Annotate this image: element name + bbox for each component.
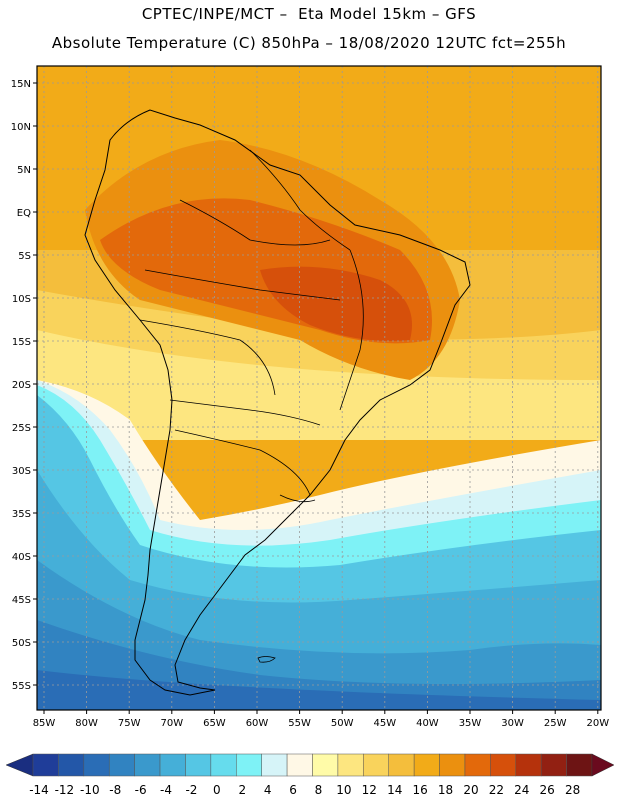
lon-label: 45W (373, 718, 396, 729)
legend-label: 26 (540, 783, 555, 797)
legend-label: 4 (264, 783, 272, 797)
lon-label: 80W (75, 718, 98, 729)
lon-label: 75W (118, 718, 141, 729)
legend-swatch (58, 753, 85, 777)
legend-label: 24 (514, 783, 529, 797)
lat-label: 45S (12, 595, 31, 606)
temperature-field (37, 66, 601, 710)
lat-label: 50S (12, 638, 31, 649)
legend-swatch (312, 753, 339, 777)
lat-label: EQ (17, 208, 31, 219)
legend-swatch (83, 753, 110, 777)
legend-label: 18 (438, 783, 453, 797)
lon-label: 20W (586, 718, 609, 729)
legend-arrow-low (5, 753, 34, 777)
legend-swatch (464, 753, 491, 777)
lon-label: 85W (33, 718, 56, 729)
latitude-labels: 15N 10N 5N EQ 5S 10S 15S 20S 25S 30S 35S 40S 45S 50S 5… (11, 79, 37, 692)
legend-label: -6 (135, 783, 147, 797)
lat-label: 5S (18, 251, 31, 262)
lon-label: 35W (459, 718, 482, 729)
legend-label: 20 (463, 783, 478, 797)
legend-swatch (540, 753, 567, 777)
legend-label: 28 (565, 783, 580, 797)
legend-swatch (490, 753, 517, 777)
lon-label: 70W (160, 718, 183, 729)
lat-label: 25S (12, 423, 31, 434)
lon-label: 65W (203, 718, 226, 729)
legend-label: -10 (80, 783, 100, 797)
map-frame (36, 65, 602, 711)
legend-arrow-high (591, 753, 615, 777)
legend-label: 6 (289, 783, 297, 797)
lon-label: 30W (501, 718, 524, 729)
legend-label: 14 (387, 783, 402, 797)
legend-swatch (566, 753, 593, 777)
lon-label: 55W (288, 718, 311, 729)
lon-label: 60W (246, 718, 269, 729)
lon-label: 40W (416, 718, 439, 729)
legend-label: 2 (238, 783, 246, 797)
legend-label: 10 (336, 783, 351, 797)
lon-label: 50W (331, 718, 354, 729)
lat-label: 40S (12, 552, 31, 563)
legend-swatch (32, 753, 59, 777)
falkland-islands (257, 656, 276, 663)
legend-swatch (159, 753, 186, 777)
lat-label: 10S (12, 294, 31, 305)
legend-swatch (236, 753, 262, 777)
legend-label: -14 (29, 783, 49, 797)
lat-label: 15N (11, 79, 31, 90)
legend-swatch (439, 753, 466, 777)
title-line-2: Absolute Temperature (C) 850hPa – 18/08/… (51, 34, 567, 52)
title-line-1: CPTEC/INPE/MCT – Eta Model 15km – GFS (141, 5, 477, 23)
temperature-map: 15N 10N 5N EQ 5S 10S 15S 20S 25S 30S 35S 40S 45S 50S 5… (11, 65, 609, 729)
legend-swatch (185, 753, 212, 777)
legend-label: 8 (315, 783, 323, 797)
lat-label: 35S (12, 509, 31, 520)
country-borders (139, 149, 364, 503)
legend-label: -4 (160, 783, 172, 797)
legend-label: 22 (489, 783, 504, 797)
legend-swatch (134, 753, 161, 777)
legend-label: -2 (185, 783, 197, 797)
lat-label: 30S (12, 466, 31, 477)
legend-label: 12 (362, 783, 377, 797)
legend-label: -12 (55, 783, 75, 797)
lon-label: 25W (544, 718, 567, 729)
legend-swatch (108, 753, 135, 777)
lat-label: 55S (12, 681, 31, 692)
lat-label: 5N (17, 165, 31, 176)
graticule (37, 66, 601, 710)
legend-label: -8 (109, 783, 121, 797)
legend-label: 0 (213, 783, 221, 797)
color-legend: -14 -12 -10 -8 -6 -4 -2 0 2 4 6 8 10 12 14 16 18 20 22 24 26… (5, 753, 615, 797)
legend-swatch (261, 753, 288, 777)
field-band (37, 670, 601, 710)
coastline-south-america (84, 109, 471, 696)
legend-swatch (337, 753, 364, 777)
legend-swatch (388, 753, 415, 777)
lat-label: 15S (12, 337, 31, 348)
field-band (37, 330, 601, 440)
legend-swatch (210, 753, 237, 777)
legend-swatch (363, 753, 389, 777)
longitude-labels: 85W 80W 75W 70W 65W 60W 55W 50W 45W 40W 35W 30W 25W 2… (33, 710, 609, 729)
field-band (260, 266, 412, 341)
legend-swatch (286, 753, 313, 777)
legend-label: 16 (412, 783, 427, 797)
lat-label: 10N (11, 122, 31, 133)
legend-swatch (515, 753, 542, 777)
lat-label: 20S (12, 380, 31, 391)
legend-swatch (413, 753, 440, 777)
